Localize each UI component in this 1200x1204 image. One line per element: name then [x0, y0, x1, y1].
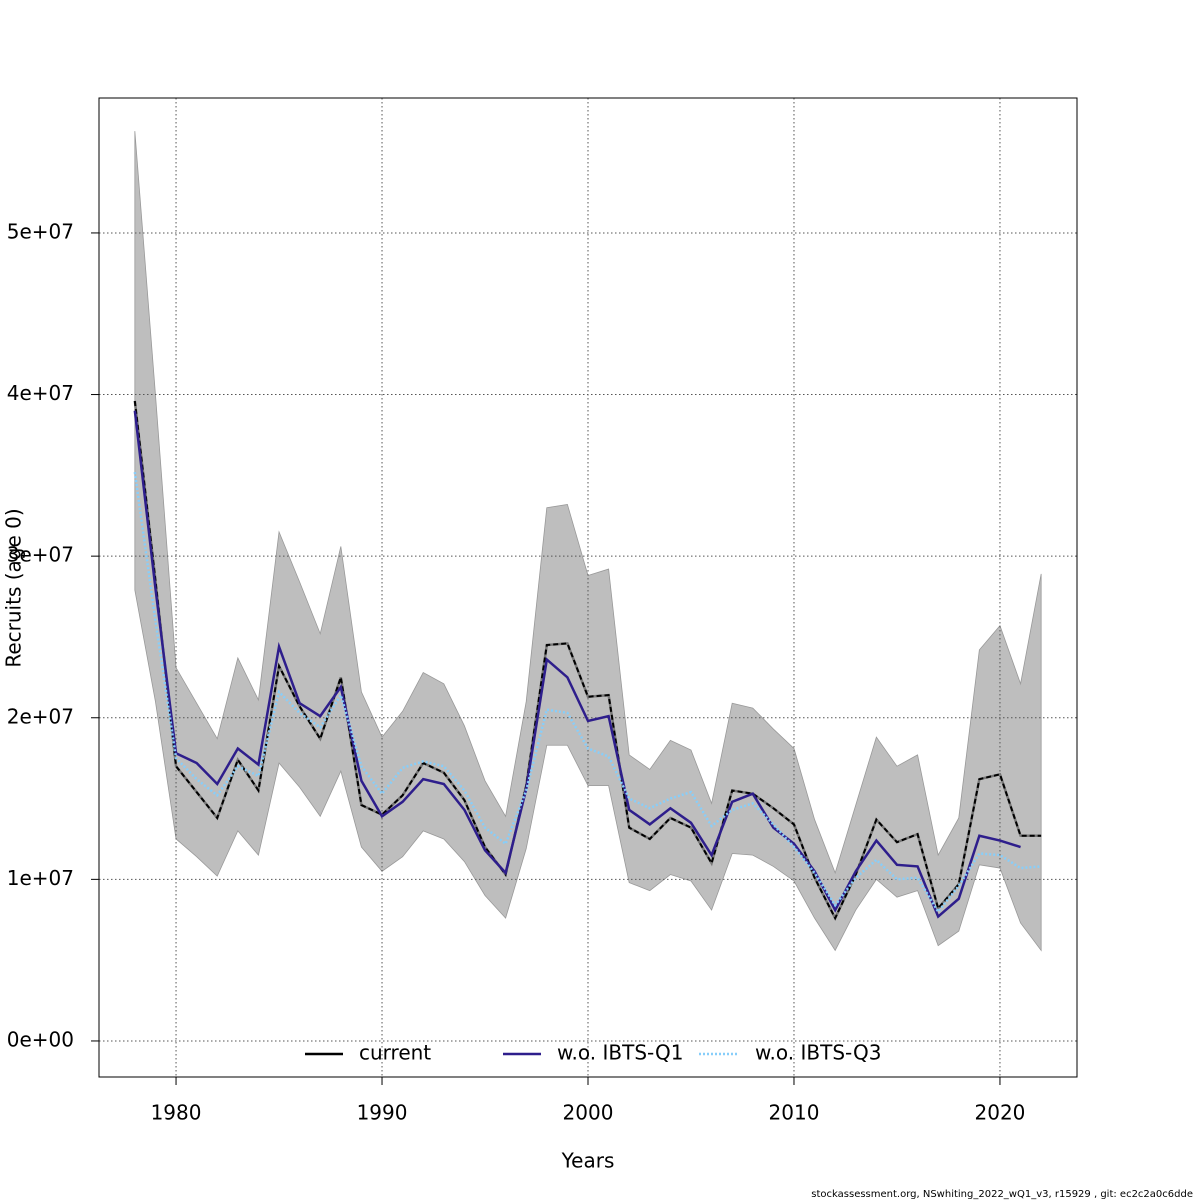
x-tick-label: 1980: [151, 1101, 202, 1125]
y-tick-label: 3e+07: [7, 543, 74, 567]
y-tick-label: 1e+07: [7, 866, 74, 890]
footer: stockassessment.org, NSwhiting_2022_wQ1_…: [811, 1189, 1193, 1200]
y-tick-label: 2e+07: [7, 704, 74, 728]
y-axis-label: Recruits (age 0): [2, 508, 26, 667]
y-tick-label: 5e+07: [7, 219, 74, 243]
x-tick-label: 2020: [975, 1101, 1026, 1125]
x-tick-label: 2010: [769, 1101, 820, 1125]
series-line-overlay: [133, 400, 1042, 921]
plot-frame: [98, 97, 1078, 1078]
confidence-band: [134, 131, 1042, 952]
x-axis-label: Years: [561, 1149, 615, 1173]
series-line: [133, 410, 1021, 919]
x-tick-label: 1990: [357, 1101, 408, 1125]
legend-label: current: [359, 1041, 431, 1065]
y-tick-label: 0e+00: [7, 1027, 74, 1051]
legend-label: w.o. IBTS-Q3: [755, 1041, 881, 1065]
series-line: [133, 471, 1042, 914]
y-tick-label: 4e+07: [7, 381, 74, 405]
legend-label: w.o. IBTS-Q1: [557, 1041, 683, 1065]
x-tick-label: 2000: [563, 1101, 614, 1125]
